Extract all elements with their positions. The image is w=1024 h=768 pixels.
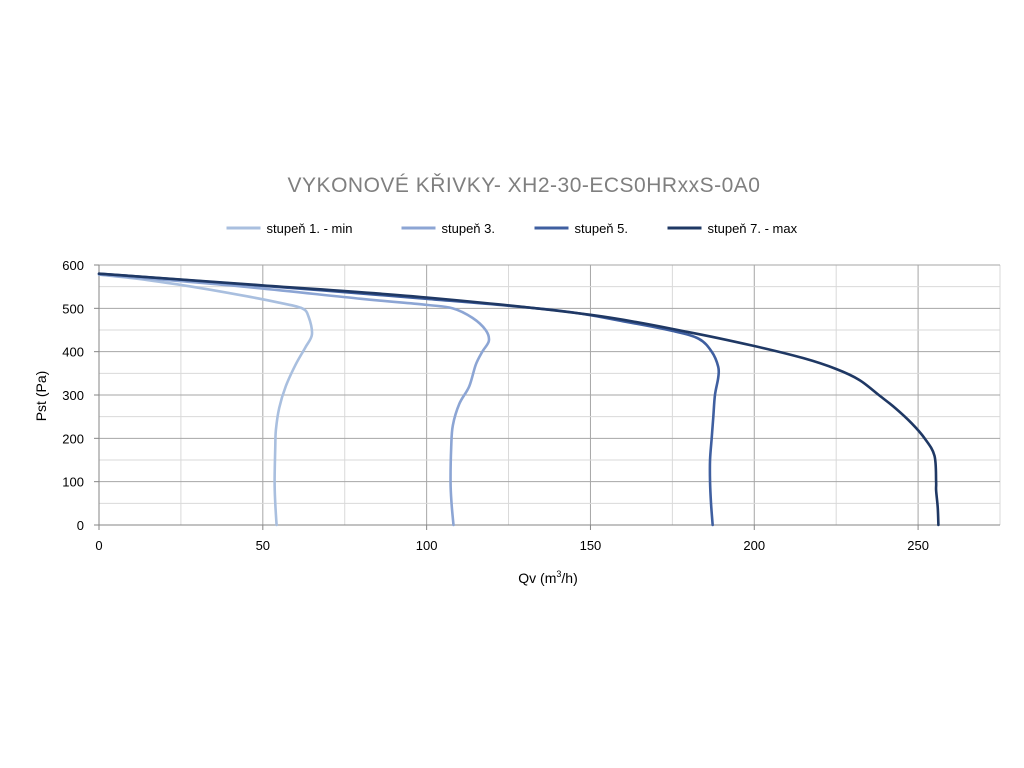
- legend-label-4: stupeň 7. - max: [708, 221, 798, 236]
- x-tick-label: 100: [416, 538, 438, 553]
- x-axis-label: Qv (m3/h): [518, 569, 577, 586]
- series-line-4: [97, 272, 940, 527]
- chart-title: VYKONOVÉ KŘIVKY- XH2-30-ECS0HRxxS-0A0: [288, 174, 761, 197]
- x-axis-label-superscript: 3: [556, 569, 561, 579]
- series-line-2: [97, 273, 491, 527]
- y-tick-label: 600: [62, 258, 84, 273]
- y-tick-label: 100: [62, 475, 84, 490]
- legend-label-1: stupeň 1. - min: [267, 221, 353, 236]
- x-axis-label-main: Qv (m: [518, 570, 556, 586]
- x-tick-label: 150: [580, 538, 602, 553]
- series-line-1: [97, 273, 314, 527]
- y-tick-label: 400: [62, 345, 84, 360]
- axes: [94, 264, 1000, 530]
- legend-label-2: stupeň 3.: [442, 221, 496, 236]
- legend: stupeň 1. - min stupeň 3. stupeň 5. stupeň …: [226, 221, 798, 236]
- x-axis-label-end: /h): [561, 570, 577, 586]
- tick-labels: 0 50 100 150 200 250 0 100 200 300 400 500 600: [62, 258, 929, 553]
- y-tick-label: 500: [62, 301, 84, 316]
- y-tick-label: 0: [77, 518, 84, 533]
- legend-label-3: stupeň 5.: [575, 221, 629, 236]
- x-tick-label: 0: [95, 538, 102, 553]
- x-tick-label: 50: [256, 538, 270, 553]
- y-tick-label: 300: [62, 388, 84, 403]
- y-axis-label: Pst (Pa): [33, 371, 49, 422]
- x-tick-label: 200: [743, 538, 765, 553]
- series-group: [97, 272, 940, 527]
- y-tick-label: 200: [62, 431, 84, 446]
- grid: [98, 264, 1001, 526]
- series-line-3: [97, 272, 721, 527]
- x-tick-label: 250: [907, 538, 929, 553]
